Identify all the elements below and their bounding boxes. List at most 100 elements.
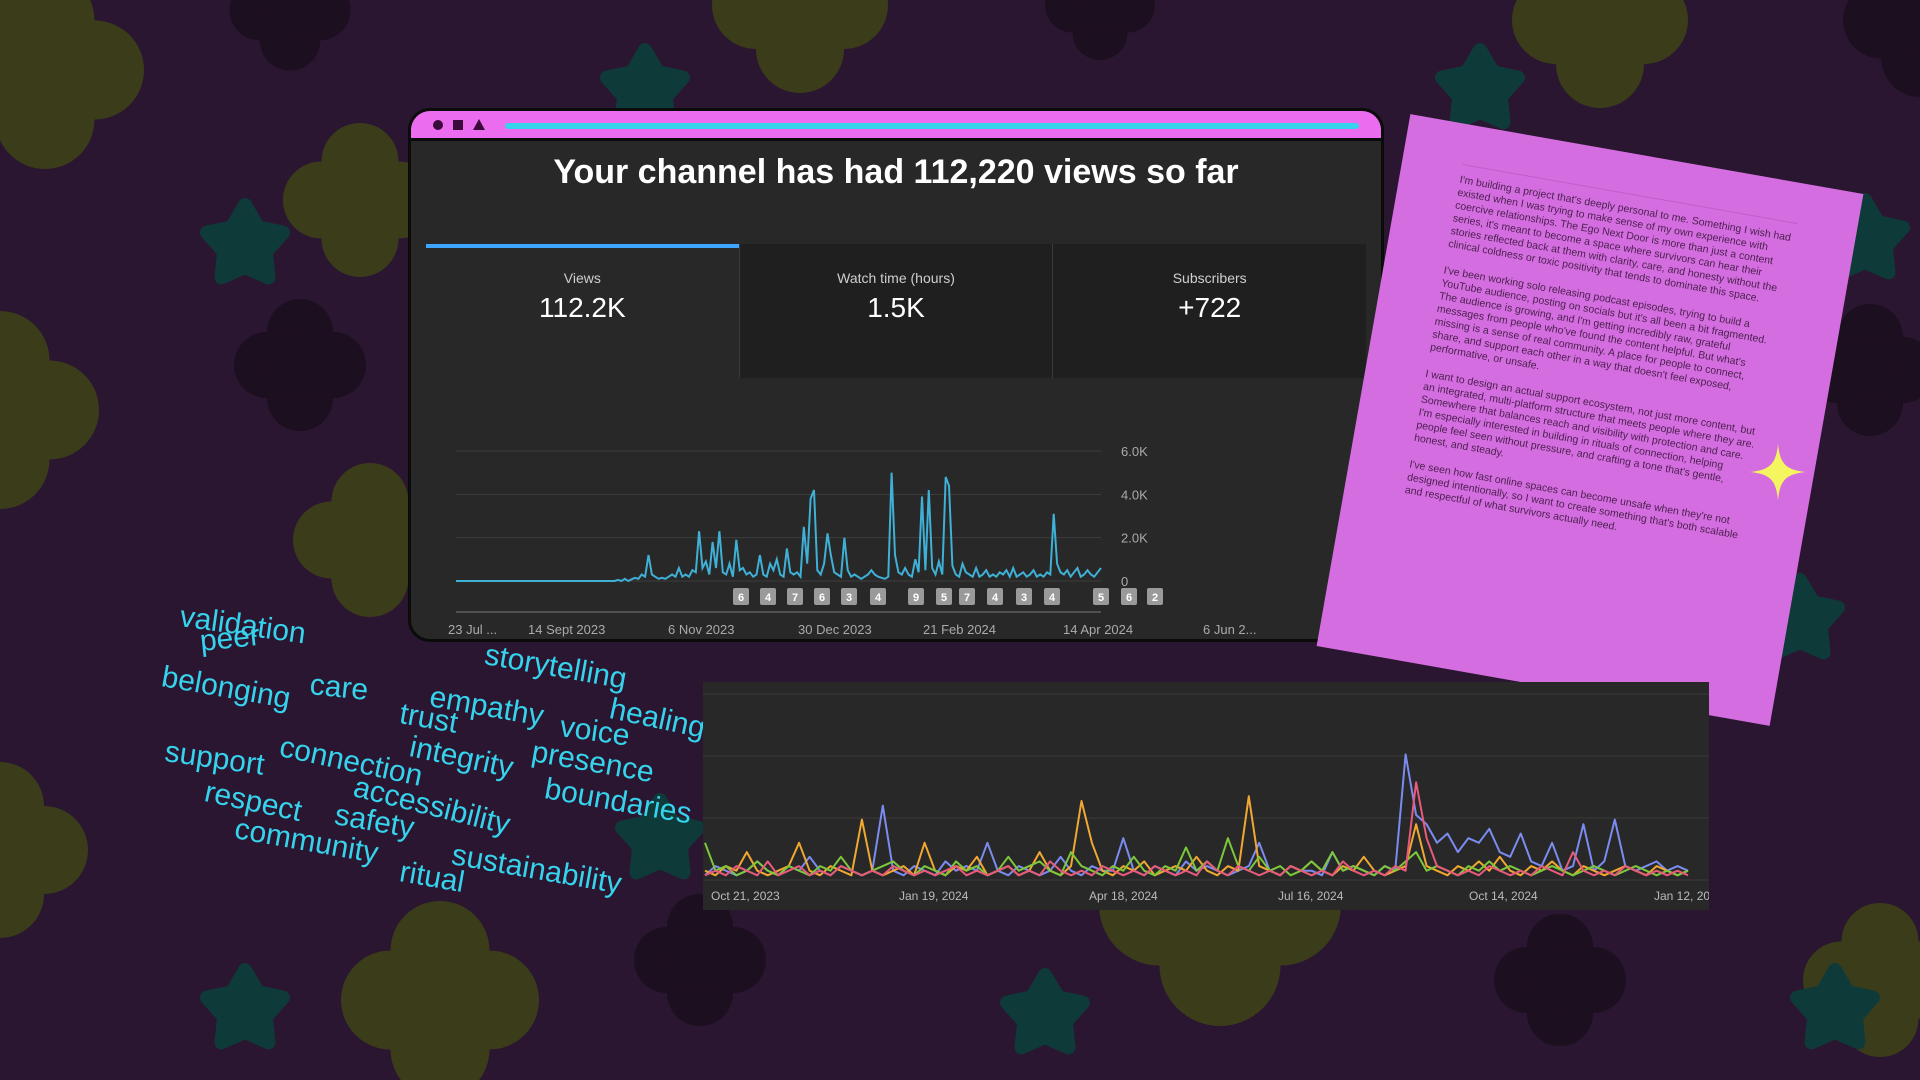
- video-marker: [787, 588, 803, 605]
- circle-icon[interactable]: [433, 120, 443, 130]
- flower-shape: [712, 0, 888, 93]
- video-marker-label: 4: [992, 592, 999, 604]
- x-tick-label: 21 Feb 2024: [923, 622, 996, 637]
- star-shape: [200, 198, 290, 285]
- video-marker-label: 3: [1021, 592, 1027, 604]
- flower-center: [325, 165, 395, 235]
- x-tick-label: 14 Sept 2023: [528, 622, 605, 637]
- word-cloud-word: care: [308, 668, 370, 708]
- video-marker: [733, 588, 749, 605]
- x-tick-label: Apr 18, 2024: [1089, 889, 1158, 903]
- x-tick-label: 30 Dec 2023: [798, 622, 872, 637]
- tab-views[interactable]: Views 112.2K: [426, 244, 740, 378]
- x-tick-label: Oct 14, 2024: [1469, 889, 1538, 903]
- metric-label: Watch time (hours): [837, 270, 955, 286]
- window-titlebar: [411, 111, 1381, 141]
- video-marker: [1044, 588, 1060, 605]
- star-shape: [1000, 968, 1090, 1055]
- flower-shape: [1843, 0, 1920, 97]
- flower-center: [262, 0, 318, 38]
- x-tick-label: Jul 16, 2024: [1278, 889, 1344, 903]
- flower-center: [0, 810, 40, 890]
- flower-shape: [634, 894, 766, 1026]
- video-marker-label: 6: [819, 592, 825, 604]
- flower-center: [0, 25, 90, 115]
- metric-tabs: Views 112.2K Watch time (hours) 1.5K Sub…: [426, 244, 1367, 378]
- tab-subscribers[interactable]: Subscribers +722: [1053, 244, 1367, 378]
- metric-value: +722: [1178, 292, 1242, 323]
- x-tick-label: Oct 21, 2023: [711, 889, 780, 903]
- y-tick-label: 2.0K: [1121, 531, 1148, 546]
- metric-value: 1.5K: [867, 292, 925, 323]
- sparkle-icon: [1750, 444, 1806, 500]
- flower-shape: [341, 901, 539, 1080]
- metric-label: Subscribers: [1172, 270, 1247, 286]
- video-marker-label: 4: [875, 592, 882, 604]
- flower-shape: [1045, 0, 1155, 60]
- video-marker: [1121, 588, 1137, 605]
- flower-shape: [234, 299, 366, 431]
- star-shape: [1435, 43, 1525, 130]
- y-tick-label: 6.0K: [1121, 444, 1148, 459]
- flower-center: [1885, 0, 1920, 55]
- series-line: [704, 795, 1689, 877]
- video-marker: [1093, 588, 1109, 605]
- flower-shape: [1512, 0, 1688, 108]
- metric-label: Views: [563, 270, 601, 286]
- analytics-window: Your channel has had 112,220 views so fa…: [408, 108, 1384, 642]
- flower-shape: [229, 0, 351, 71]
- video-marker: [870, 588, 886, 605]
- flower-shape: [1494, 914, 1626, 1046]
- video-marker: [987, 588, 1003, 605]
- x-tick-label: 14 Apr 2024: [1063, 622, 1133, 637]
- y-tick-label: 4.0K: [1121, 487, 1148, 502]
- flower-center: [270, 335, 330, 395]
- video-marker-label: 9: [913, 592, 919, 604]
- video-marker: [1016, 588, 1032, 605]
- video-marker-label: 3: [846, 592, 852, 604]
- page-title: Your channel has had 112,220 views so fa…: [553, 153, 1239, 191]
- video-marker: [959, 588, 975, 605]
- tab-watch-time[interactable]: Watch time (hours) 1.5K: [739, 244, 1054, 378]
- video-marker: [841, 588, 857, 605]
- video-marker-label: 5: [1098, 592, 1104, 604]
- flower-center: [335, 505, 405, 575]
- flower-center: [1075, 0, 1125, 30]
- flower-center: [670, 930, 730, 990]
- address-bar[interactable]: [505, 123, 1359, 129]
- video-marker-label: 5: [941, 592, 947, 604]
- flower-center: [0, 365, 45, 455]
- video-marker: [1147, 588, 1163, 605]
- y-tick-label: 0: [1121, 574, 1128, 589]
- star-shape: [615, 793, 705, 880]
- video-marker-label: 4: [1049, 592, 1056, 604]
- star-shape: [200, 963, 290, 1050]
- flower-center: [1560, 0, 1640, 60]
- video-marker-label: 4: [765, 592, 772, 604]
- triangle-icon[interactable]: [473, 119, 485, 130]
- flower-center: [1530, 950, 1590, 1010]
- brief-document: I'm building a project that's deeply per…: [1316, 114, 1864, 726]
- x-tick-label: Jan 19, 2024: [899, 889, 969, 903]
- star-shape: [1790, 963, 1880, 1050]
- flower-shape: [0, 311, 99, 509]
- content-views-panel: Oct 21, 2023 Jan 19, 2024 Apr 18, 2024 Jul …: [703, 682, 1724, 910]
- series-line: [704, 781, 1689, 877]
- flower-center: [395, 955, 485, 1045]
- video-marker-label: 6: [738, 592, 744, 604]
- video-marker-label: 6: [1126, 592, 1132, 604]
- metric-value: 112.2K: [539, 292, 626, 323]
- flower-shape: [0, 762, 88, 938]
- content-views-chart: Oct 21, 2023 Jan 19, 2024 Apr 18, 2024 Jul …: [703, 693, 1724, 903]
- flower-shape: [293, 463, 447, 617]
- views-chart: 6.0K 4.0K 2.0K 0 6 4 7 6 3 4 9 5 7 4 3 4 5 6 2 23 Jul ... 14…: [448, 444, 1256, 637]
- square-icon[interactable]: [453, 120, 463, 130]
- flower-shape: [0, 0, 144, 169]
- video-marker-label: 7: [792, 592, 798, 604]
- views-series-line: [456, 472, 1102, 583]
- x-tick-label: 23 Jul ...: [448, 622, 497, 637]
- video-marker: [936, 588, 952, 605]
- video-marker: [908, 588, 924, 605]
- video-marker-label: 7: [964, 592, 970, 604]
- word-cloud-word: peer: [198, 618, 262, 658]
